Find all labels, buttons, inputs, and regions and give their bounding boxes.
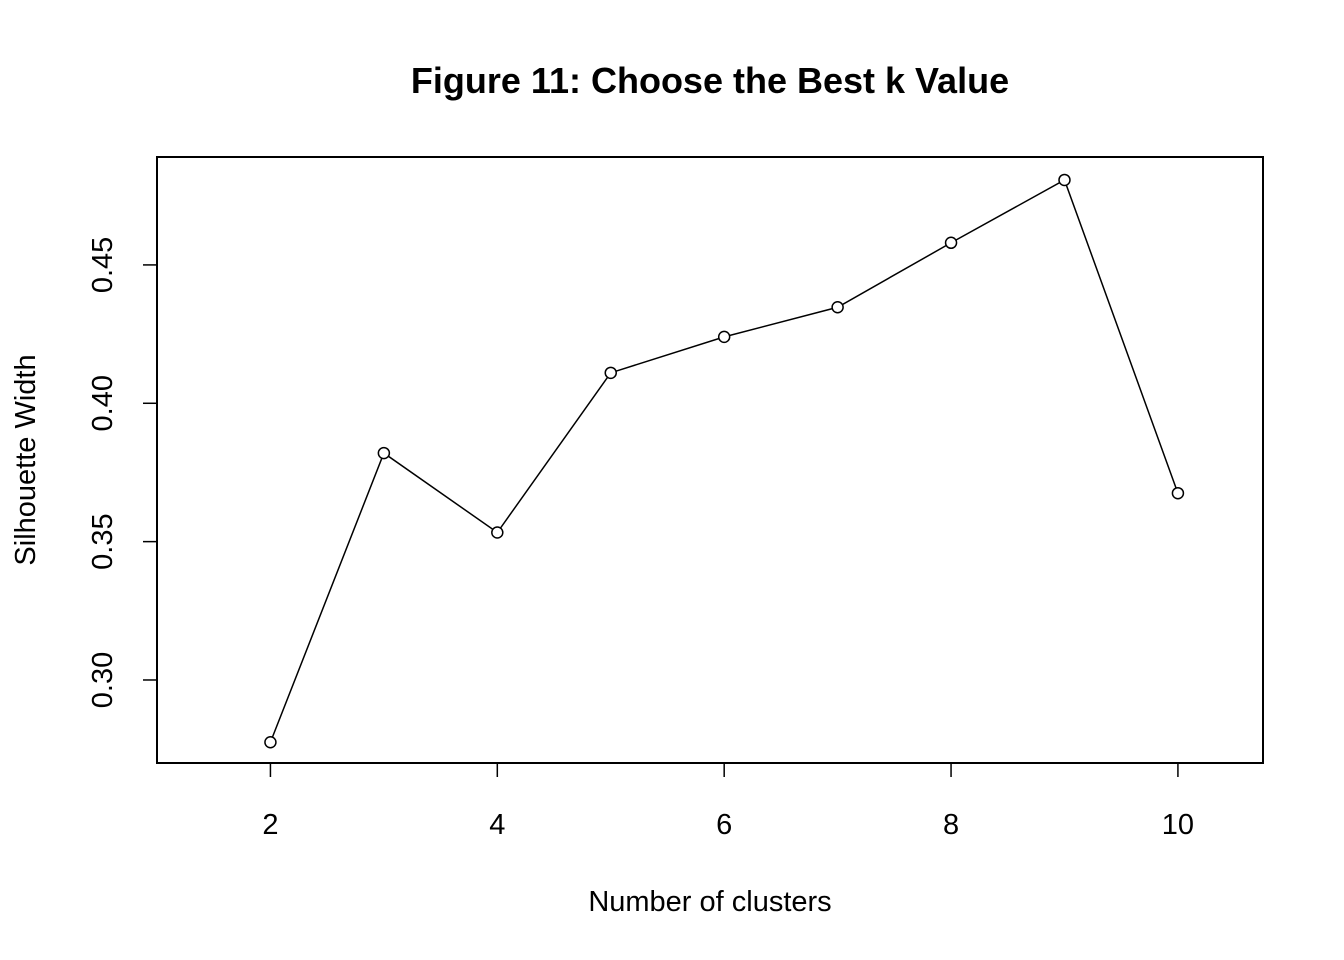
- y-axis-label: Silhouette Width: [10, 354, 42, 565]
- series-line: [269, 178, 1179, 743]
- y-tick-label: 0.45: [87, 237, 119, 293]
- data-point: [491, 526, 504, 539]
- x-tick-label: 2: [262, 809, 278, 841]
- plot-frame: [156, 156, 1264, 764]
- x-tick-label: 4: [489, 809, 505, 841]
- x-tick-label: 10: [1162, 809, 1194, 841]
- x-tick-label: 8: [943, 809, 959, 841]
- data-point: [717, 330, 731, 344]
- x-axis: 2 4 6 8 10: [262, 763, 1194, 841]
- data-point: [377, 446, 391, 460]
- data-point: [604, 366, 617, 380]
- y-tick-label: 0.40: [87, 375, 119, 431]
- data-point: [1058, 173, 1071, 187]
- x-tick-label: 6: [716, 809, 732, 841]
- data-point: [1171, 486, 1185, 500]
- x-axis-label: Number of clusters: [588, 886, 831, 918]
- data-points: [264, 173, 1185, 749]
- data-point: [264, 735, 277, 749]
- data-point: [944, 236, 958, 250]
- y-tick-label: 0.35: [87, 513, 119, 569]
- y-axis: 0.30 0.35 0.40 0.45: [87, 237, 157, 708]
- data-point: [831, 301, 844, 314]
- chart-title: Figure 11: Choose the Best k Value: [411, 60, 1009, 101]
- y-tick-label: 0.30: [87, 652, 119, 708]
